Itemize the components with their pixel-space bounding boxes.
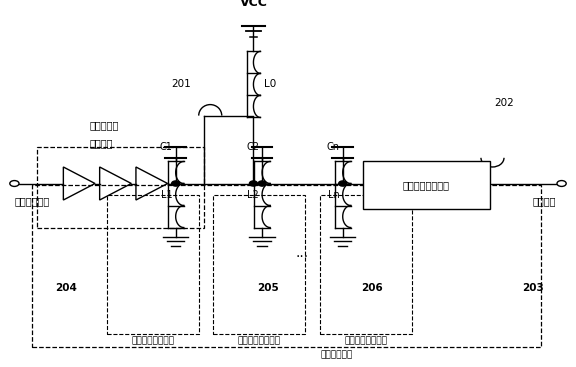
Text: C1: C1	[160, 142, 173, 152]
Circle shape	[10, 181, 19, 186]
Bar	[363, 161, 490, 209]
Text: 射频输入信号: 射频输入信号	[14, 196, 50, 206]
Text: Cn: Cn	[327, 142, 340, 152]
Bar	[32, 185, 541, 347]
Text: 宽带射频功: 宽带射频功	[89, 120, 119, 130]
Text: 谐波抑制网络: 谐波抑制网络	[321, 350, 353, 359]
Text: 输出信号: 输出信号	[532, 196, 556, 206]
Text: L0: L0	[264, 79, 276, 90]
Text: 201: 201	[172, 79, 191, 90]
Text: L2: L2	[248, 189, 259, 200]
Text: 二次谐波抑制网络: 二次谐波抑制网络	[131, 337, 174, 346]
Text: ···: ···	[296, 250, 309, 264]
Circle shape	[557, 181, 566, 186]
Text: 率放大级: 率放大级	[89, 138, 113, 148]
Text: 203: 203	[522, 283, 544, 293]
Bar	[107, 195, 199, 334]
Circle shape	[339, 181, 347, 186]
Text: 205: 205	[257, 283, 279, 293]
Circle shape	[258, 181, 266, 186]
Text: 宽带输出匹配网络: 宽带输出匹配网络	[403, 180, 450, 190]
Text: 206: 206	[361, 283, 382, 293]
Text: VCC: VCC	[240, 0, 267, 9]
Text: L1: L1	[161, 189, 173, 200]
Text: 202: 202	[494, 98, 514, 108]
Bar	[37, 147, 204, 228]
Bar	[213, 195, 305, 334]
Text: 二次谐波抑制网络: 二次谐波抑制网络	[238, 337, 281, 346]
Circle shape	[172, 181, 180, 186]
Bar	[320, 195, 412, 334]
Circle shape	[249, 181, 257, 186]
Text: 204: 204	[55, 283, 77, 293]
Text: 二次谐波抑制网络: 二次谐波抑制网络	[344, 337, 387, 346]
Text: Ln: Ln	[328, 189, 340, 200]
Text: C2: C2	[246, 142, 259, 152]
